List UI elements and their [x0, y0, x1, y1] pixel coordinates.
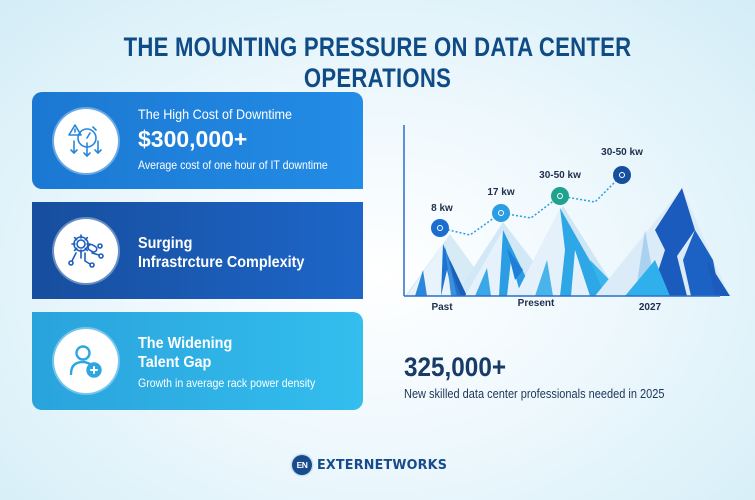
stat-value: 325,000+ [404, 352, 507, 382]
card-subtitle: Average cost of one hour of IT downtime [138, 158, 328, 172]
x-axis-label: Past [431, 302, 453, 313]
mountain-chart-graphic [403, 125, 730, 297]
talent-gap-card: The Widening Talent Gap Growth in averag… [32, 312, 363, 410]
data-point-marker [431, 219, 449, 237]
card-subtitle: Growth in average rack power density [138, 376, 316, 390]
card-heading-line2: Talent Gap [138, 354, 212, 371]
x-axis-label: 2027 [638, 302, 662, 313]
logo-badge-icon: EN [292, 455, 312, 475]
card-value: $300,000+ [138, 126, 248, 152]
infrastructure-complexity-card: Surging Infrastrcture Complexity [32, 202, 363, 299]
x-axis-label: Present [517, 298, 555, 309]
gear-network-icon [54, 218, 118, 283]
talent-stat: 325,000+ New skilled data center profess… [404, 352, 700, 401]
data-point-label: 30-50 kw [601, 147, 643, 158]
data-point-marker [492, 204, 510, 222]
stat-caption: New skilled data center professionals ne… [404, 387, 665, 401]
data-point-label: 30-50 kw [539, 170, 581, 181]
user-add-icon [54, 329, 118, 393]
data-point-marker [613, 166, 631, 184]
data-point-label: 8 kw [431, 203, 453, 214]
data-point-marker [551, 187, 569, 205]
data-point-label: 17 kw [487, 187, 515, 198]
card-title: The High Cost of Downtime [138, 106, 293, 122]
card-heading-line2: Infrastrcture Complexity [138, 254, 305, 271]
brand-logo: EN EXTERNETWORKS [292, 455, 450, 475]
clock-alert-downtime-icon [54, 108, 118, 173]
card-heading-line1: Surging [138, 235, 193, 252]
card-heading-line1: The Widening [138, 335, 233, 352]
page-title: THE MOUNTING PRESSURE ON DATA CENTER OPE… [123, 32, 632, 93]
logo-wordmark: EXTERNETWORKS [317, 457, 448, 473]
downtime-cost-card: The High Cost of Downtime $300,000+ Aver… [32, 92, 363, 189]
rack-power-density-chart: 8 kw 17 kw 30-50 kw 30-50 kw Past Presen… [395, 110, 735, 320]
